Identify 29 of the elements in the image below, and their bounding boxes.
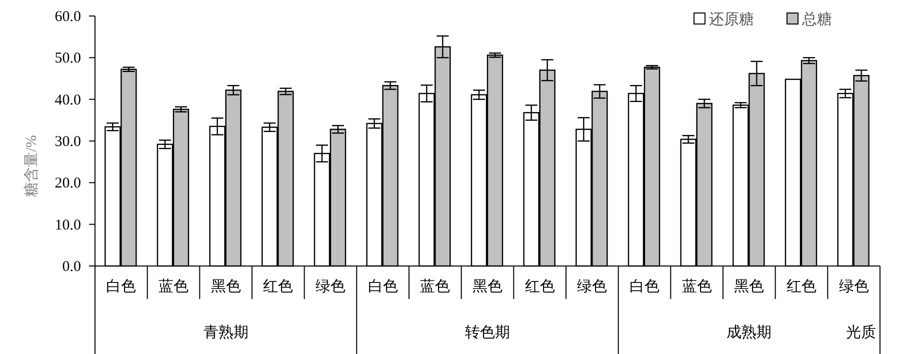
x-tick-label: 蓝色 xyxy=(158,278,188,295)
text: 成熟期 xyxy=(726,324,772,341)
x-tick-label: 白色 xyxy=(630,278,660,295)
legend-label: 还原糖 xyxy=(709,11,754,28)
x-tick-label: 绿色 xyxy=(838,278,869,295)
y-tick-label: 0.0 xyxy=(62,259,81,275)
x-tick-label: 白色 xyxy=(368,278,398,295)
x-tick-label: 白色 xyxy=(106,278,136,295)
x-tick-label: 绿色 xyxy=(577,278,608,295)
x-axis-title: 光质 xyxy=(846,324,876,341)
text: 青熟期 xyxy=(203,324,248,341)
x-tick-label: 蓝色 xyxy=(682,278,712,295)
x-tick-label: 黑色 xyxy=(472,278,502,295)
y-tick-label: 50.0 xyxy=(54,50,81,67)
x-tick-label: 黑色 xyxy=(210,278,241,295)
x-tick-label: 红色 xyxy=(263,278,294,295)
y-tick-label: 60.0 xyxy=(54,9,81,25)
legend-label: 总糖 xyxy=(801,11,832,28)
x-tick-label: 黑色 xyxy=(734,278,764,295)
x-tick-label: 蓝色 xyxy=(420,278,450,295)
y-axis-title: 糖含量/% xyxy=(23,135,40,197)
x-tick-label: 红色 xyxy=(524,278,555,295)
y-tick-label: 30.0 xyxy=(54,134,81,150)
y-tick-label: 40.0 xyxy=(54,92,81,108)
x-tick-label: 绿色 xyxy=(316,278,346,295)
y-tick-label: 20.0 xyxy=(54,176,81,192)
y-tick-label: 10.0 xyxy=(54,217,81,234)
text: 转色期 xyxy=(465,324,510,341)
x-tick-label: 红色 xyxy=(786,278,816,295)
